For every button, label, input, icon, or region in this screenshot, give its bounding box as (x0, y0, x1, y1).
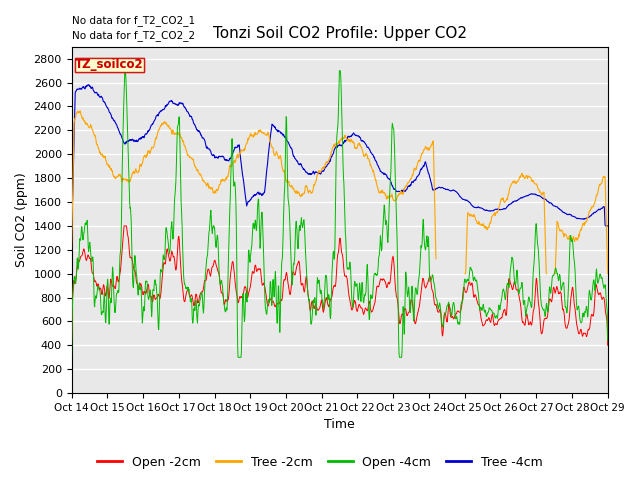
Text: No data for f_T2_CO2_1: No data for f_T2_CO2_1 (72, 15, 195, 26)
Title: Tonzi Soil CO2 Profile: Upper CO2: Tonzi Soil CO2 Profile: Upper CO2 (212, 26, 467, 41)
Y-axis label: Soil CO2 (ppm): Soil CO2 (ppm) (15, 172, 28, 267)
Text: No data for f_T2_CO2_2: No data for f_T2_CO2_2 (72, 30, 195, 41)
Legend:  (75, 58, 145, 72)
Legend: Open -2cm, Tree -2cm, Open -4cm, Tree -4cm: Open -2cm, Tree -2cm, Open -4cm, Tree -4… (92, 451, 548, 474)
X-axis label: Time: Time (324, 419, 355, 432)
